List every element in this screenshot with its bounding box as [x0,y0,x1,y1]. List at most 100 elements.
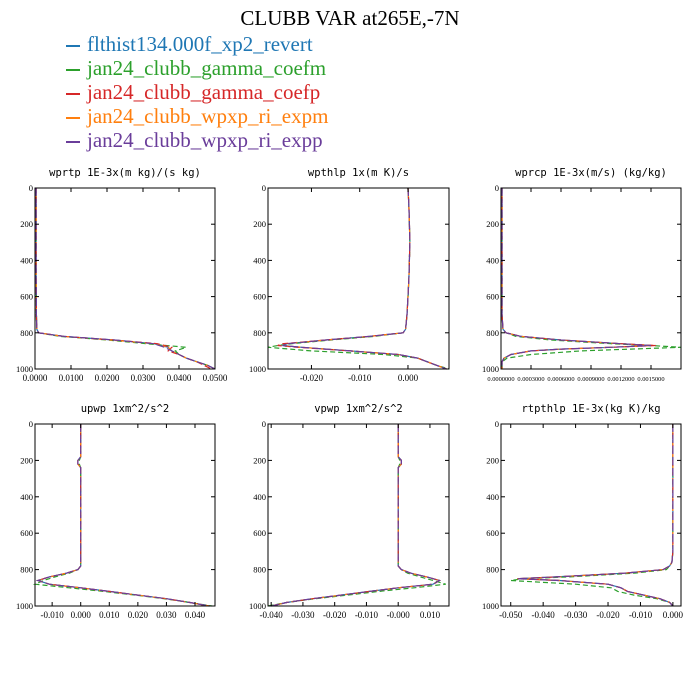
series-line [271,424,442,607]
y-tick-label: 0 [29,183,33,193]
series-line [267,424,446,607]
series-line [35,424,210,607]
y-tick-label: 600 [20,292,33,302]
y-tick-label: 0 [262,419,266,429]
legend-label: jan24_clubb_wpxp_ri_expm [87,104,329,128]
x-tick-label: 0.0003000 [517,376,544,383]
plot-frame [34,423,216,607]
y-tick-label: 400 [20,255,33,265]
x-tick-label: 0.030 [156,610,177,620]
plot-frame [267,423,450,607]
y-tick-label: 1000 [16,364,33,374]
x-tick-label: -0.040 [532,610,556,620]
y-tick-label: 1000 [16,601,33,611]
y-tick-label: 400 [253,255,266,265]
x-tick-label: -0.010 [355,610,379,620]
subplot: upwp 1xm^2/s^2 0 200 400 600 800 1000 -0.010 0.0… [16,403,216,620]
plot-frame [267,187,450,370]
y-tick-label: 1000 [482,601,499,611]
legend-swatch [66,45,80,48]
legend-item: jan24_clubb_wpxp_ri_expm [66,104,328,128]
y-tick-label: 600 [20,528,33,538]
x-tick-label: 0.0400 [167,373,192,383]
y-tick-label: 1000 [249,601,266,611]
y-tick-label: 1000 [482,364,499,374]
y-tick-label: 400 [486,255,499,265]
series-line [271,424,442,607]
legend-item: jan24_clubb_wpxp_ri_expp [66,128,328,152]
subplot-title: rtpthlp 1E-3x(kg K)/kg [521,403,660,415]
legend-label: jan24_clubb_gamma_coefp [87,80,321,104]
x-tick-label: 0.000 [71,610,92,620]
x-tick-label: 0.020 [128,610,149,620]
x-tick-label: 0.0500 [203,373,228,383]
series-line [517,424,674,607]
x-tick-label: 0.0200 [95,373,120,383]
series-line [32,424,213,607]
series-line [35,424,210,607]
legend-label: jan24_clubb_gamma_coefm [87,56,327,80]
x-tick-label: -0.050 [499,610,523,620]
series-line [35,188,212,370]
subplot: rtpthlp 1E-3x(kg K)/kg02004006008001000-… [482,403,684,620]
x-tick-label: 0.0100 [59,373,84,383]
plot-frame [500,423,682,607]
legend-label: jan24_clubb_wpxp_ri_expp [87,128,323,152]
y-tick-label: 0 [262,183,266,193]
x-tick-label: -0.020 [300,373,324,383]
y-tick-label: 400 [20,492,33,502]
x-tick-label: 0.0006000 [547,376,574,383]
x-tick-label: -0.010 [41,610,65,620]
y-tick-label: 800 [486,565,499,575]
x-tick-label: 0.0000000 [487,376,514,383]
figure-title: CLUBB VAR at265E,-7N [240,6,460,30]
y-tick-label: 400 [486,492,499,502]
x-tick-label: 0.010 [99,610,120,620]
legend-swatch [66,141,80,144]
series-line [35,188,216,370]
y-tick-label: 800 [253,328,266,338]
x-tick-label: -0.020 [323,610,347,620]
subplot-title: wprtp 1E-3x(m kg)/(s kg) [49,167,201,179]
subplot: vpwp 1xm^2/s^2 0 200 400 600 800 1000-0.040 -0.… [249,403,450,620]
x-tick-label: 0.0000 [23,373,48,383]
legend-item: flthist134.000f_xp2_revert [66,32,328,56]
y-tick-label: 800 [486,328,499,338]
x-tick-label: -0.010 [348,373,372,383]
series-line [517,424,674,607]
legend-item: jan24_clubb_gamma_coefp [66,80,328,104]
series-line [271,424,442,607]
x-tick-label: -0.040 [260,610,284,620]
series-line [517,424,674,607]
subplot-title: wprcp 1E-3x(m/s) (kg/kg) [515,167,667,179]
subplot-title: upwp 1xm^2/s^2 [81,403,170,415]
subplot-title: vpwp 1xm^2/s^2 [314,403,403,415]
x-tick-label: 0.000 [398,373,419,383]
x-tick-label: 0.0009000 [577,376,604,383]
legend-label: flthist134.000f_xp2_revert [87,32,313,56]
x-tick-label: 0.040 [185,610,206,620]
y-tick-label: 0 [29,419,33,429]
y-tick-label: 600 [486,528,499,538]
x-tick-label: -0.000 [387,610,411,620]
subplot: wprtp 1E-3x(m kg)/(s kg) 0 200 400 600 800 100… [16,167,228,383]
y-tick-label: 600 [253,528,266,538]
x-tick-label: -0.030 [564,610,588,620]
x-tick-label: 0.0015000 [637,376,664,383]
x-tick-label: -0.010 [629,610,653,620]
subplot: wprcp 1E-3x(m/s) (kg/kg) 0 200 400 600 800 100… [482,167,682,383]
y-tick-label: 800 [20,565,33,575]
y-tick-label: 200 [486,219,499,229]
y-tick-label: 0 [495,183,499,193]
series-line [35,424,210,607]
y-tick-label: 400 [253,492,266,502]
y-tick-label: 600 [486,292,499,302]
y-tick-label: 200 [253,455,266,465]
x-tick-label: -0.030 [291,610,315,620]
x-tick-label: -0.020 [596,610,620,620]
series-line [35,424,210,607]
y-tick-label: 800 [20,328,33,338]
y-tick-label: 200 [253,219,266,229]
x-tick-label: 0.000 [663,610,684,620]
